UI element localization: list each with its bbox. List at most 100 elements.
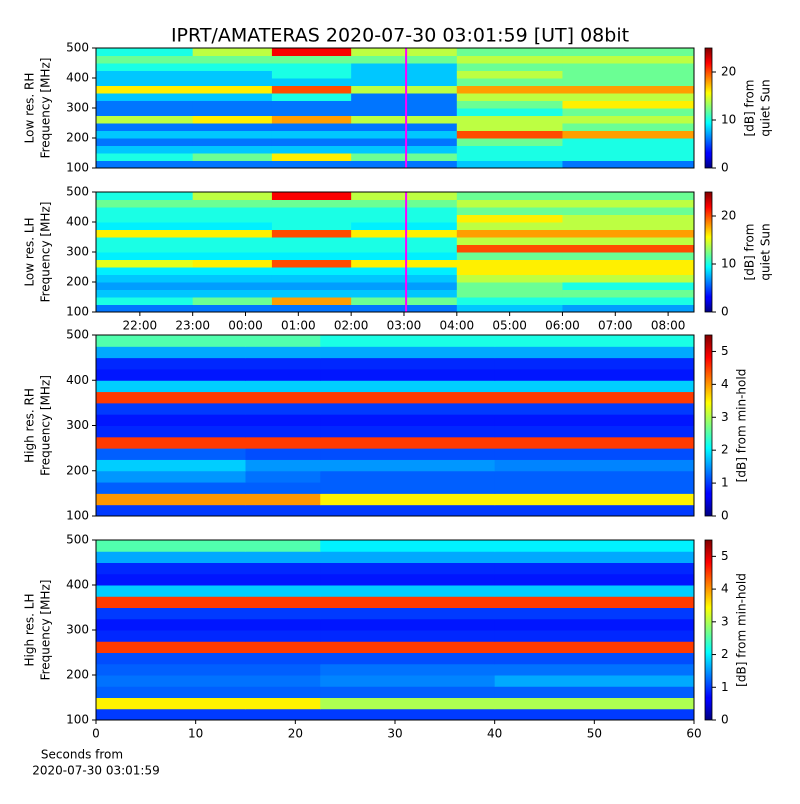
heatmap-cell <box>456 267 563 275</box>
heatmap-cell <box>192 289 273 298</box>
heatmap-cell <box>96 145 194 154</box>
heatmap-cell <box>96 93 194 101</box>
heatmap-cell <box>96 425 246 438</box>
heatmap-cell <box>351 297 458 305</box>
colorbar-label: quiet Sun <box>759 79 773 136</box>
heatmap-cell <box>271 297 352 305</box>
heatmap-cell <box>271 48 352 56</box>
heatmap-cell <box>456 123 563 131</box>
heatmap-cell <box>96 470 246 483</box>
heatmap-cell <box>96 214 194 223</box>
heatmap-cell <box>96 274 194 283</box>
heatmap-cell <box>96 48 194 56</box>
heatmap-cell <box>96 641 246 653</box>
heatmap-cell <box>456 229 563 238</box>
colorbar-tick-label: 20 <box>721 209 736 223</box>
heatmap-cell <box>96 138 194 146</box>
heatmap-cell <box>192 85 273 94</box>
heatmap-cell <box>320 551 496 563</box>
heatmap-cell <box>351 93 458 101</box>
heatmap-cell <box>96 448 246 460</box>
heatmap-cell <box>351 244 458 253</box>
heatmap-cell <box>320 618 496 631</box>
heatmap-cell <box>494 697 695 710</box>
heatmap-cell <box>562 297 695 305</box>
heatmap-cell <box>351 78 458 86</box>
heatmap-cell <box>494 448 695 460</box>
x-tick-label: 23:00 <box>175 319 210 333</box>
heatmap-cell <box>245 551 321 563</box>
colorbar-tick-label: 10 <box>721 257 736 271</box>
heatmap-cell <box>96 289 194 298</box>
heatmap-cell <box>562 138 695 146</box>
heatmap-cell <box>245 641 321 653</box>
heatmap-cell <box>271 274 352 283</box>
heatmap-cell <box>494 436 695 449</box>
heatmap-cell <box>351 160 458 169</box>
heatmap-cell <box>456 78 563 86</box>
heatmap-cell <box>96 160 194 169</box>
heatmap-cell <box>192 70 273 79</box>
heatmap-cell <box>96 78 194 86</box>
heatmap-cell <box>456 199 563 208</box>
heatmap-cell <box>245 573 321 586</box>
heatmap-cell <box>96 414 246 426</box>
y-tick-label: 300 <box>66 418 89 432</box>
heatmap-cell <box>245 585 321 597</box>
y-tick-label: 100 <box>66 509 89 523</box>
heatmap-cell <box>245 630 321 642</box>
heatmap-cell <box>351 100 458 109</box>
heatmap-cell <box>192 63 273 71</box>
y-tick-label: 500 <box>66 185 89 199</box>
y-axis-label: Frequency [MHz] <box>39 580 53 681</box>
heatmap-cell <box>96 585 246 597</box>
colorbar-tick-label: 2 <box>721 647 729 661</box>
heatmap-cell <box>96 207 194 215</box>
heatmap-cell <box>96 252 194 260</box>
heatmap-cell <box>96 504 246 517</box>
heatmap-cell <box>245 414 321 426</box>
heatmap-cell <box>320 562 496 575</box>
heatmap-cell <box>96 100 194 109</box>
heatmap-cell <box>320 459 496 472</box>
heatmap-cell <box>494 504 695 517</box>
heatmap-cell <box>271 222 352 230</box>
heatmap-cell <box>271 123 352 131</box>
y-tick-label: 300 <box>66 101 89 115</box>
colorbar <box>704 334 713 517</box>
heatmap-cell <box>271 85 352 94</box>
heatmap-cell <box>320 402 496 415</box>
heatmap-cell <box>562 222 695 230</box>
x-tick-label: 10 <box>188 727 203 741</box>
heatmap-cell <box>271 192 352 200</box>
heatmap-cell <box>494 357 695 370</box>
heatmap-cell <box>494 562 695 575</box>
x-tick-label: 00:00 <box>228 319 263 333</box>
y-tick-label: 200 <box>66 131 89 145</box>
heatmap-cell <box>96 697 246 710</box>
heatmap-cell <box>320 414 496 426</box>
heatmap-cell <box>271 160 352 169</box>
heatmap-cell <box>562 63 695 71</box>
colorbar-tick-label: 20 <box>721 65 736 79</box>
heatmap-cell <box>320 630 496 642</box>
heatmap-cell <box>96 304 194 313</box>
heatmap-cell <box>96 573 246 586</box>
heatmap-cell <box>96 267 194 275</box>
colorbar-tick-label: 1 <box>721 680 729 694</box>
heatmap-cell <box>562 93 695 101</box>
heatmap-cell <box>494 470 695 483</box>
heatmap-cell <box>562 229 695 238</box>
heatmap-cell <box>494 551 695 563</box>
heatmap-cell <box>271 214 352 223</box>
heatmap-cell <box>456 93 563 101</box>
heatmap-cell <box>271 78 352 86</box>
heatmap-cell <box>351 85 458 94</box>
colorbar-tick-label: 5 <box>721 549 729 563</box>
y-tick-label: 200 <box>66 463 89 477</box>
heatmap-cell <box>96 368 246 381</box>
heatmap-cell <box>351 138 458 146</box>
heatmap-cell <box>271 304 352 313</box>
heatmap-cell <box>271 108 352 116</box>
